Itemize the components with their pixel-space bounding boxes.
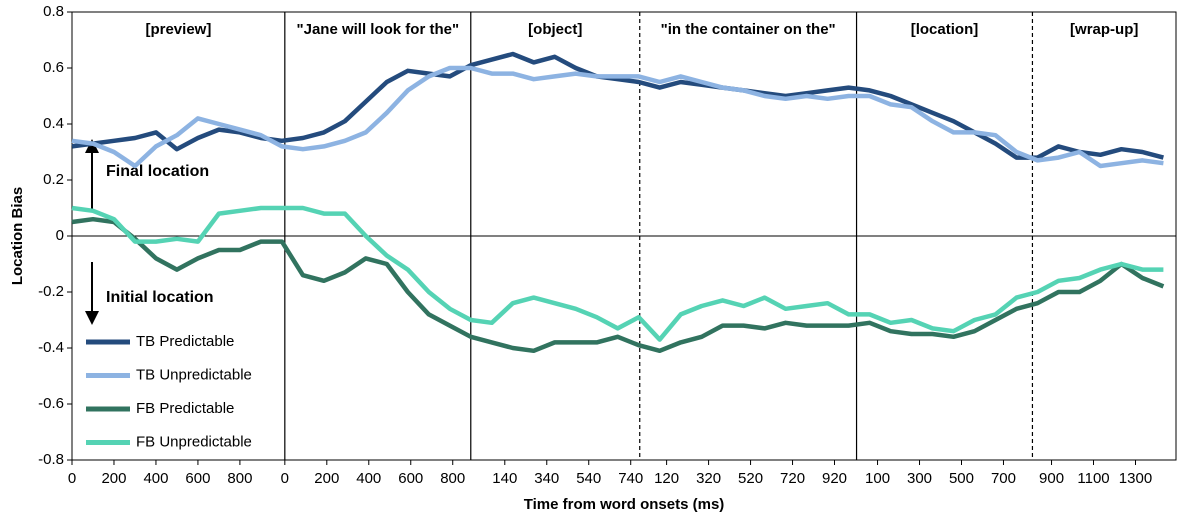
legend-label: TB Unpredictable xyxy=(136,366,252,383)
x-tick-label: 0 xyxy=(281,470,289,487)
series-line xyxy=(71,51,1164,160)
x-tick-label: 140 xyxy=(492,470,517,487)
series-line xyxy=(71,205,1164,342)
y-tick-label: 0.8 xyxy=(43,3,64,20)
x-tick-label: 100 xyxy=(865,470,890,487)
x-tick-label: 400 xyxy=(143,470,168,487)
x-tick-label: 1100 xyxy=(1077,470,1109,487)
segment-label: [wrap-up] xyxy=(1070,21,1138,38)
x-tick-label: 540 xyxy=(576,470,601,487)
y-tick-label: 0.4 xyxy=(43,115,64,132)
x-tick-label: 400 xyxy=(356,470,381,487)
x-tick-label: 700 xyxy=(991,470,1016,487)
x-tick-label: 320 xyxy=(696,470,721,487)
x-tick-label: 600 xyxy=(185,470,210,487)
segment-label: [preview] xyxy=(145,21,211,38)
x-tick-label: 200 xyxy=(101,470,126,487)
y-tick-label: 0 xyxy=(56,227,64,244)
x-tick-label: 800 xyxy=(440,470,465,487)
y-tick-label: -0.6 xyxy=(38,395,64,412)
x-tick-label: 300 xyxy=(907,470,932,487)
x-tick-label: 340 xyxy=(534,470,559,487)
segment-label: [location] xyxy=(911,21,979,38)
y-tick-label: 0.6 xyxy=(43,59,64,76)
x-tick-label: 0 xyxy=(68,470,76,487)
x-tick-label: 740 xyxy=(618,470,643,487)
x-axis-label: Time from word onsets (ms) xyxy=(524,496,725,513)
x-tick-label: 120 xyxy=(654,470,679,487)
legend-label: TB Predictable xyxy=(136,333,234,350)
x-tick-label: 720 xyxy=(780,470,805,487)
legend-label: FB Predictable xyxy=(136,400,234,417)
x-tick-label: 900 xyxy=(1039,470,1064,487)
annotation: Final location xyxy=(106,163,209,180)
segment-label: "in the container on the" xyxy=(661,21,836,38)
series-line xyxy=(71,65,1164,169)
series-line xyxy=(71,216,1165,354)
segment-label: [object] xyxy=(528,21,582,38)
segment-label: "Jane will look for the" xyxy=(297,21,460,38)
x-tick-label: 200 xyxy=(314,470,339,487)
annotation: Initial location xyxy=(106,289,214,306)
legend-label: FB Unpredictable xyxy=(136,433,252,450)
x-tick-label: 520 xyxy=(738,470,763,487)
y-axis-label: Location Bias xyxy=(9,187,26,285)
x-tick-label: 600 xyxy=(398,470,423,487)
x-tick-label: 1300 xyxy=(1119,470,1152,487)
y-tick-label: -0.8 xyxy=(38,451,64,468)
x-tick-label: 920 xyxy=(822,470,847,487)
y-tick-label: 0.2 xyxy=(43,171,64,188)
x-tick-label: 800 xyxy=(227,470,252,487)
y-tick-label: -0.4 xyxy=(38,339,64,356)
x-tick-label: 500 xyxy=(949,470,974,487)
y-tick-label: -0.2 xyxy=(38,283,64,300)
